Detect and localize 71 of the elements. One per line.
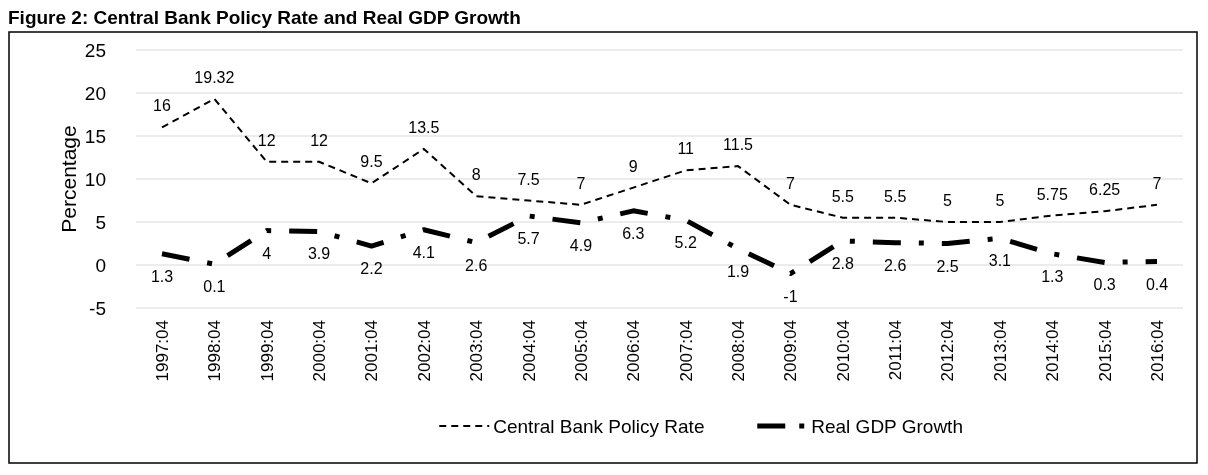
x-tick-label: 2015:04 xyxy=(1095,320,1115,382)
data-label: 0.1 xyxy=(203,278,226,296)
chart-title: Figure 2: Central Bank Policy Rate and Real GDP Growth xyxy=(8,7,521,28)
x-tick-label: 2005:04 xyxy=(571,320,591,382)
data-label: 0.3 xyxy=(1093,276,1116,294)
data-label: 1.9 xyxy=(726,262,750,280)
data-label: -1 xyxy=(783,287,798,305)
x-tick-label: 2002:04 xyxy=(414,320,434,382)
data-label: 5 xyxy=(943,192,953,209)
x-tick-label: 2006:04 xyxy=(624,320,644,382)
x-tick-label: 2004:04 xyxy=(519,320,539,382)
data-label: 12 xyxy=(310,131,329,149)
data-label: 6.25 xyxy=(1089,181,1121,199)
data-label: 2.5 xyxy=(936,257,959,275)
data-label: 7 xyxy=(1152,174,1162,192)
x-tick-label: 1998:04 xyxy=(205,320,225,382)
data-label: 3.9 xyxy=(307,245,331,263)
legend-label: Central Bank Policy Rate xyxy=(493,415,705,437)
y-tick-label: 20 xyxy=(84,82,106,104)
data-label: 11 xyxy=(677,140,695,158)
data-label: 16 xyxy=(153,97,171,115)
x-tick-label: 2011:04 xyxy=(886,320,906,381)
y-tick-label: 10 xyxy=(84,168,106,190)
x-tick-label: 2000:04 xyxy=(310,320,330,382)
data-label: 4.9 xyxy=(569,236,593,254)
y-tick-label: 0 xyxy=(95,254,106,276)
data-label: 12 xyxy=(257,131,276,149)
data-label: 5.2 xyxy=(674,234,697,252)
data-label: 2.6 xyxy=(884,256,907,274)
x-tick-label: 2008:04 xyxy=(729,320,748,382)
x-tick-label: 2003:04 xyxy=(467,320,487,382)
x-tick-label: 1999:04 xyxy=(257,320,277,382)
data-label: 3.1 xyxy=(988,252,1012,270)
data-label: 1.3 xyxy=(1041,267,1064,285)
legend-label: Real GDP Growth xyxy=(811,415,963,437)
x-tick-label: 2014:04 xyxy=(1043,320,1063,382)
data-label: 6.3 xyxy=(622,224,645,242)
data-label: 5.75 xyxy=(1036,185,1068,203)
x-tick-label: 2016:04 xyxy=(1147,320,1167,382)
y-tick-label: 25 xyxy=(84,39,106,61)
data-label: 9.5 xyxy=(360,153,383,171)
data-label: 1.3 xyxy=(150,267,174,285)
data-label: 0.4 xyxy=(1145,275,1169,293)
x-tick-label: 1997:04 xyxy=(152,320,172,382)
y-axis-title: Percentage xyxy=(57,125,80,233)
data-label: 7.5 xyxy=(517,170,540,188)
data-label: 13.5 xyxy=(408,118,440,136)
data-label: 5.5 xyxy=(831,187,855,205)
data-label: 9 xyxy=(628,157,638,175)
data-label: 5.7 xyxy=(517,229,540,247)
data-label: 5 xyxy=(995,192,1005,209)
y-tick-label: 15 xyxy=(84,125,106,147)
data-label: 19.32 xyxy=(194,68,235,86)
x-tick-label: 2012:04 xyxy=(938,320,958,382)
x-tick-label: 2007:04 xyxy=(676,320,696,382)
x-tick-label: 2001:04 xyxy=(362,320,382,382)
data-label: 2.2 xyxy=(360,260,383,278)
data-label: 4 xyxy=(262,244,272,262)
data-label: 4.1 xyxy=(412,243,436,261)
x-tick-label: 2013:04 xyxy=(990,320,1010,382)
y-tick-label: -5 xyxy=(89,297,106,319)
data-label: 5.5 xyxy=(884,187,907,205)
x-tick-label: 2009:04 xyxy=(781,320,801,382)
data-label: 2.8 xyxy=(831,254,855,272)
y-tick-label: 5 xyxy=(95,211,106,233)
data-label: 7 xyxy=(576,174,586,192)
x-tick-label: 2010:04 xyxy=(833,320,853,382)
data-label: 11.5 xyxy=(723,136,754,154)
data-label: 2.6 xyxy=(465,256,488,274)
data-label: 8 xyxy=(471,166,481,184)
data-label: 7 xyxy=(785,174,795,192)
